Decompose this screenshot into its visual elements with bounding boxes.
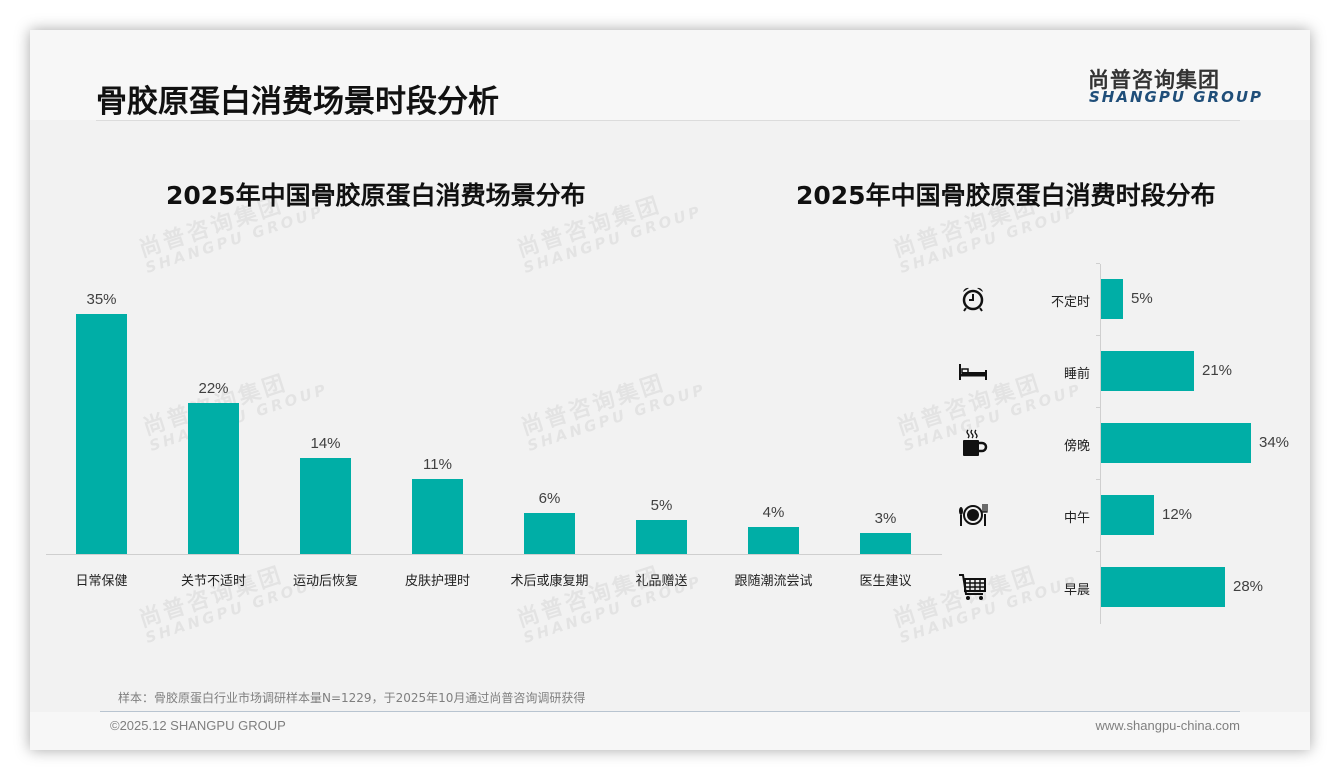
axis-tick <box>1096 335 1100 336</box>
scene-bar-value-label: 3% <box>874 510 897 527</box>
scene-bar <box>412 479 463 554</box>
time-bar-value-label: 34% <box>1259 434 1290 451</box>
hot-coffee-mug-icon <box>958 428 988 458</box>
scene-chart-axis <box>46 554 942 555</box>
axis-tick <box>1096 407 1100 408</box>
scene-bar <box>748 527 799 554</box>
time-bar-value-label: 21% <box>1202 362 1233 379</box>
time-bar-value-label: 5% <box>1131 290 1153 307</box>
scene-category-label: 医生建议 <box>859 574 912 589</box>
time-chart-title: 2025年中国骨胶原蛋白消费时段分布 <box>796 181 1216 210</box>
time-category-label: 傍晚 <box>1063 439 1090 454</box>
scene-bar <box>860 533 911 554</box>
time-bar-value-label: 12% <box>1162 506 1193 523</box>
scene-bar <box>76 314 127 554</box>
slide: 尚普咨询集团 SHANGPU GROUP 尚普咨询集团 SHANGPU GROUP … <box>30 30 1310 750</box>
scene-bar <box>300 458 351 554</box>
time-bar <box>1101 279 1123 319</box>
axis-tick <box>1096 263 1100 264</box>
scene-category-label: 术后或康复期 <box>510 574 589 589</box>
scene-category-label: 运动后恢复 <box>292 574 358 589</box>
sample-footnote: 样本：骨胶原蛋白行业市场调研样本量N=1229，于2025年10月通过尚普咨询调… <box>118 691 586 705</box>
shopping-cart-icon <box>958 572 988 602</box>
scene-bar-value-label: 22% <box>198 380 229 397</box>
time-bar <box>1101 495 1154 535</box>
time-bar-value-label: 28% <box>1233 578 1264 595</box>
page-title: 骨胶原蛋白消费场景时段分析 <box>96 84 499 120</box>
website-link[interactable]: www.shangpu-china.com <box>1095 718 1240 733</box>
slide-footer <box>30 712 1310 750</box>
scene-bar-value-label: 4% <box>762 504 785 521</box>
bed-icon <box>958 356 988 386</box>
company-logo-cn: 尚普咨询集团 <box>1088 68 1220 92</box>
scene-chart-title: 2025年中国骨胶原蛋白消费场景分布 <box>166 181 586 210</box>
scene-category-label: 礼品赠送 <box>635 574 688 589</box>
time-category-label: 早晨 <box>1063 583 1090 598</box>
time-category-label: 不定时 <box>1050 295 1090 310</box>
scene-bar-value-label: 35% <box>86 291 117 308</box>
scene-bar-value-label: 14% <box>310 435 341 452</box>
scene-bar <box>524 513 575 554</box>
footer-divider <box>100 711 1240 712</box>
alarm-clock-icon <box>958 284 988 314</box>
scene-bar-value-label: 6% <box>538 490 561 507</box>
axis-tick <box>1096 479 1100 480</box>
time-bar <box>1101 567 1225 607</box>
plate-fork-knife-icon <box>958 500 988 530</box>
scene-category-label: 皮肤护理时 <box>404 574 470 589</box>
scene-bar <box>188 403 239 554</box>
company-logo-en: SHANGPU GROUP <box>1089 88 1264 106</box>
time-category-label: 中午 <box>1063 511 1090 526</box>
time-bar <box>1101 351 1194 391</box>
scene-category-label: 跟随潮流尝试 <box>734 574 813 589</box>
scene-bar-value-label: 11% <box>423 456 452 473</box>
copyright: ©2025.12 SHANGPU GROUP <box>110 718 286 733</box>
time-chart-axis <box>1100 264 1101 624</box>
title-divider <box>96 120 1240 121</box>
time-category-label: 睡前 <box>1063 367 1090 382</box>
scene-category-label: 关节不适时 <box>180 574 246 589</box>
scene-category-label: 日常保健 <box>75 574 128 589</box>
scene-bar-value-label: 5% <box>650 497 673 514</box>
axis-tick <box>1096 551 1100 552</box>
scene-bar <box>636 520 687 554</box>
time-bar <box>1101 423 1251 463</box>
slide-header <box>30 30 1310 120</box>
